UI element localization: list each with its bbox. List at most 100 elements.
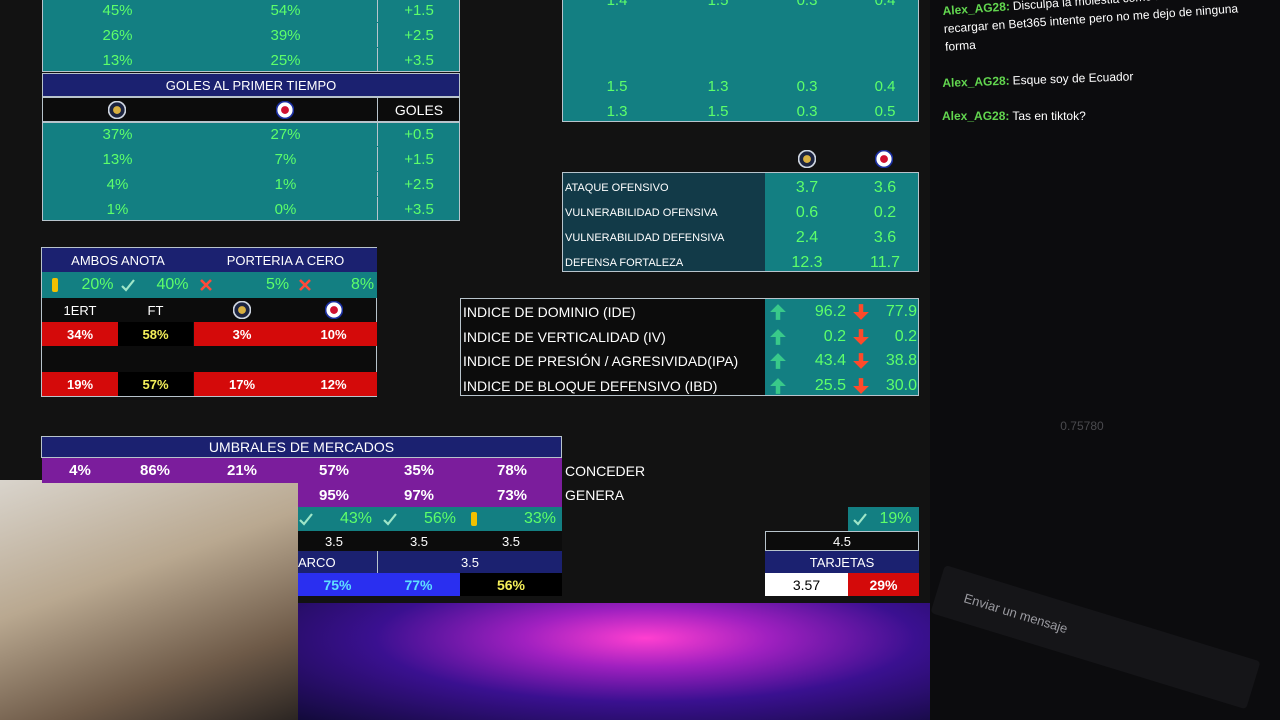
index-value: 38.8 <box>885 352 917 369</box>
tarjetas-line: 4.5 <box>765 531 919 551</box>
arrow-up <box>769 377 787 395</box>
header-row <box>42 97 460 122</box>
percent-away: 25% <box>270 51 301 69</box>
arrow-down <box>852 328 870 346</box>
cross-icon-svg <box>299 279 311 291</box>
cross-icon-svg <box>200 279 212 291</box>
section-title: UMBRALES DE MERCADOS <box>41 436 562 458</box>
chat-text: Tas en tiktok? <box>1012 109 1086 123</box>
team-badge-svg <box>276 101 294 119</box>
goal-line: +3.5 <box>377 197 460 221</box>
percent-cell: 57% <box>118 372 193 396</box>
arrow-down-svg <box>853 328 869 345</box>
chat-username[interactable]: Alex_AG28: <box>942 0 1011 18</box>
team-badge <box>108 101 126 119</box>
percent-cell: 56% <box>460 573 562 596</box>
index-value: 0.2 <box>894 327 917 345</box>
index-value: 0.2 <box>823 327 846 345</box>
row-label: GENERA <box>565 487 625 503</box>
stat-value: 11.7 <box>870 253 900 271</box>
section-title: TARJETAS <box>765 551 919 573</box>
arrow-up-svg <box>770 353 786 369</box>
arrow-up-svg <box>770 377 786 394</box>
stat-value: 3.6 <box>873 228 897 246</box>
threshold: 35% <box>403 462 435 479</box>
summary-value: 40% <box>156 276 189 293</box>
tarjetas-avg: 3.57 <box>765 573 848 596</box>
stat-value: 0.5 <box>874 102 896 120</box>
chat-username[interactable]: Alex_AG28: <box>942 109 1010 123</box>
arrow-down <box>852 352 870 370</box>
table-bg <box>562 0 919 122</box>
index-value: 30.0 <box>885 376 917 394</box>
threshold: 95% <box>318 486 350 504</box>
index-label: INDICE DE DOMINIO (IDE) <box>463 304 636 320</box>
percent-cell: 10% <box>290 322 377 346</box>
section-title <box>42 248 377 272</box>
percent-away: 39% <box>270 26 301 44</box>
team-badge <box>276 101 294 119</box>
goal-line: +1.5 <box>377 0 460 22</box>
arrow-down <box>852 377 870 395</box>
percent-cell: 19% <box>42 372 118 396</box>
index-value: 43.4 <box>814 352 846 369</box>
warning-icon <box>47 277 63 293</box>
chat-username[interactable]: Alex_AG28: <box>942 73 1010 90</box>
stat-value: 1.3 <box>707 77 729 95</box>
table-bg <box>42 122 460 221</box>
percent-home: 26% <box>102 26 133 44</box>
summary-value: 8% <box>350 276 375 293</box>
line-value: 3.5 <box>501 533 521 549</box>
percent-cell: 77% <box>377 573 460 596</box>
arrow-down <box>852 303 870 321</box>
threshold: 97% <box>403 486 435 504</box>
stat-value: 0.4 <box>874 77 896 95</box>
counter: 0.75780 <box>1060 419 1104 433</box>
webcam <box>0 480 298 720</box>
percent-cell: 12% <box>290 372 377 396</box>
team-badge-svg <box>233 301 251 319</box>
percent-away: 27% <box>270 125 301 143</box>
teal-row <box>298 507 562 531</box>
index-value: 25.5 <box>814 376 846 394</box>
percent-home: 4% <box>106 175 129 193</box>
arrow-up-svg <box>770 328 786 345</box>
threshold: 86% <box>139 462 171 479</box>
check-icon-svg <box>383 513 397 526</box>
percent-home: 37% <box>102 125 133 143</box>
chat-text: Esque soy de Ecuador <box>1012 69 1134 88</box>
percent-cell: 58% <box>118 322 193 346</box>
goal-line: +2.5 <box>377 172 460 196</box>
stat-value: 0.6 <box>795 203 819 221</box>
stat-value: 1.3 <box>606 102 628 120</box>
percent-home: 1% <box>106 200 129 218</box>
arrow-up <box>769 328 787 346</box>
team-badge-svg <box>325 301 343 319</box>
percent-away: 7% <box>274 150 297 168</box>
check-icon <box>852 511 868 527</box>
tarjetas-avg-pct: 29% <box>848 573 919 596</box>
warning-icon-svg <box>52 278 58 292</box>
stat-label: VULNERABILIDAD OFENSIVA <box>565 206 718 219</box>
percent-home: 13% <box>102 51 133 69</box>
stat-value: 1.5 <box>606 77 628 95</box>
section-title: GOLES AL PRIMER TIEMPO <box>42 73 460 97</box>
team-badge-svg <box>798 150 816 168</box>
black-row <box>298 531 562 551</box>
arrow-down-svg <box>853 353 869 369</box>
stat-value: 0.3 <box>796 102 818 120</box>
column-header: GOLES <box>377 97 460 122</box>
percent-away: 54% <box>270 1 301 19</box>
teal-row <box>848 507 919 531</box>
arrow-down-svg <box>853 377 869 394</box>
stat-value: 12.3 <box>791 253 823 271</box>
check-icon-svg <box>299 513 313 526</box>
tarjetas-pct: 19% <box>879 510 912 527</box>
cross-icon <box>198 277 214 293</box>
percent-cell: 34% <box>42 322 118 346</box>
warning-icon <box>466 511 482 527</box>
threshold: 73% <box>496 486 528 504</box>
line-value: 3.5 <box>409 533 429 549</box>
threshold: 78% <box>496 462 528 479</box>
